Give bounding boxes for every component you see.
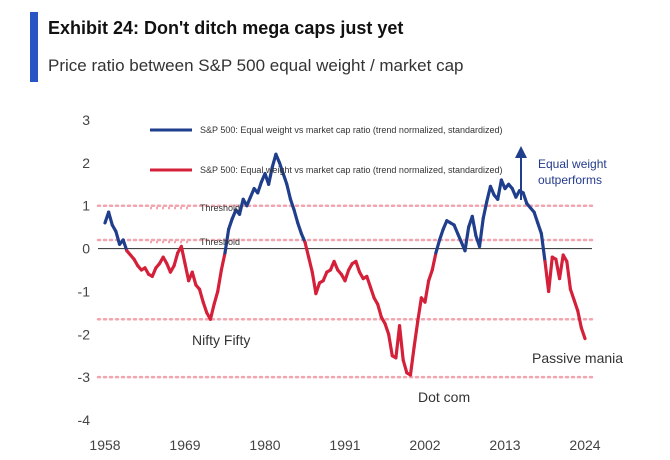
series-segment [288, 197, 296, 212]
y-axis-ticks: 3 2 1 0 -1 -2 -3 -4 [78, 112, 91, 428]
x-tick-label: 1991 [329, 437, 360, 453]
series-segment [310, 270, 318, 296]
series-segment [201, 300, 209, 315]
annotation-dot-com: Dot com [418, 389, 470, 405]
series-segment [376, 302, 383, 319]
annotation-equal-weight: Equal weight outperforms [538, 157, 610, 187]
series-segment [401, 358, 409, 375]
x-tick-label: 1958 [89, 437, 120, 453]
annotations: Nifty Fifty Dot com Passive mania Equal … [192, 146, 623, 405]
y-tick-label: 1 [82, 198, 90, 214]
series-segment [496, 178, 503, 201]
series-segment [223, 227, 231, 255]
series-segment [296, 221, 303, 236]
series-segment [568, 287, 576, 302]
x-tick-label: 2013 [489, 437, 520, 453]
series-segment [416, 296, 423, 324]
y-tick-label: -4 [78, 412, 91, 428]
series-segment [292, 208, 300, 225]
y-tick-label: 3 [82, 112, 90, 128]
series-segment [521, 191, 529, 206]
series-segment [470, 214, 478, 238]
series-segment [354, 259, 362, 274]
x-tick-label: 2024 [569, 437, 600, 453]
series-segment [219, 251, 227, 272]
series-segment [430, 251, 438, 272]
x-tick-label: 1980 [249, 437, 280, 453]
series-segment [434, 238, 442, 255]
series-segment [172, 251, 180, 268]
legend-label-blue: S&P 500: Equal weight vs market cap rati… [200, 125, 503, 135]
series-segment [208, 302, 216, 321]
series-segment [576, 309, 583, 330]
series-segment [307, 255, 314, 274]
arrow-up-icon [515, 146, 527, 158]
series-segment [536, 221, 543, 236]
legend-label-threshold-1: Threshold [200, 203, 240, 213]
series-segment [532, 210, 540, 225]
series-segment [212, 289, 220, 306]
series-segment [427, 268, 434, 283]
series-segment [227, 216, 234, 231]
series-segment [408, 345, 416, 377]
series-segment [281, 171, 289, 186]
series-segment [114, 229, 122, 246]
y-tick-label: -2 [78, 326, 91, 342]
series-segment [368, 285, 376, 300]
series-segment [412, 319, 420, 349]
legend-label-threshold-2: Threshold [200, 237, 240, 247]
series-segment [216, 268, 223, 294]
y-tick-label: -3 [78, 369, 91, 385]
series-segment [387, 332, 394, 358]
legend: S&P 500: Equal weight vs market cap rati… [150, 125, 503, 247]
series-segment [383, 321, 391, 336]
series-segment [423, 279, 431, 304]
annotation-passive-mania: Passive mania [532, 350, 623, 366]
y-tick-label: 0 [82, 241, 90, 257]
legend-label-red: S&P 500: Equal weight vs market cap rati… [200, 165, 503, 175]
series-segment [237, 197, 245, 216]
series-segment [437, 227, 445, 242]
series-segment [557, 253, 565, 281]
series-segment [463, 225, 471, 253]
series-segment [565, 259, 573, 291]
x-axis-ticks: 1958 1969 1980 1991 2002 2013 2024 [89, 437, 600, 453]
series-segment [343, 268, 351, 283]
accent-bar [30, 12, 38, 82]
x-tick-label: 2002 [409, 437, 440, 453]
series-segment [572, 298, 580, 313]
series-segment [397, 324, 405, 362]
series-segment [183, 261, 191, 283]
series-segment [107, 210, 114, 227]
series-segment [285, 182, 293, 201]
series-segment [314, 281, 322, 296]
series-lines [103, 152, 587, 377]
series-segment [179, 244, 187, 266]
series-segment [539, 231, 547, 264]
series-segment [477, 216, 485, 249]
series-segment [547, 255, 554, 294]
x-tick-label: 1969 [169, 437, 200, 453]
y-tick-label: 2 [82, 155, 90, 171]
series-segment [256, 180, 263, 195]
annotation-nifty-fifty: Nifty Fifty [192, 332, 250, 348]
series-segment [303, 240, 311, 259]
exhibit-title: Exhibit 24: Don't ditch mega caps just y… [48, 18, 404, 38]
series-segment [277, 161, 285, 176]
series-segment [121, 238, 129, 253]
series-segment [481, 199, 489, 221]
series-segment [197, 287, 205, 304]
series-segment [365, 274, 373, 289]
exhibit-subtitle: Price ratio between S&P 500 equal weight… [48, 56, 464, 75]
y-tick-label: -1 [78, 283, 91, 299]
threshold-lines [96, 204, 594, 379]
series-segment [190, 270, 198, 287]
series-segment [267, 165, 274, 186]
series-segment [579, 326, 587, 341]
